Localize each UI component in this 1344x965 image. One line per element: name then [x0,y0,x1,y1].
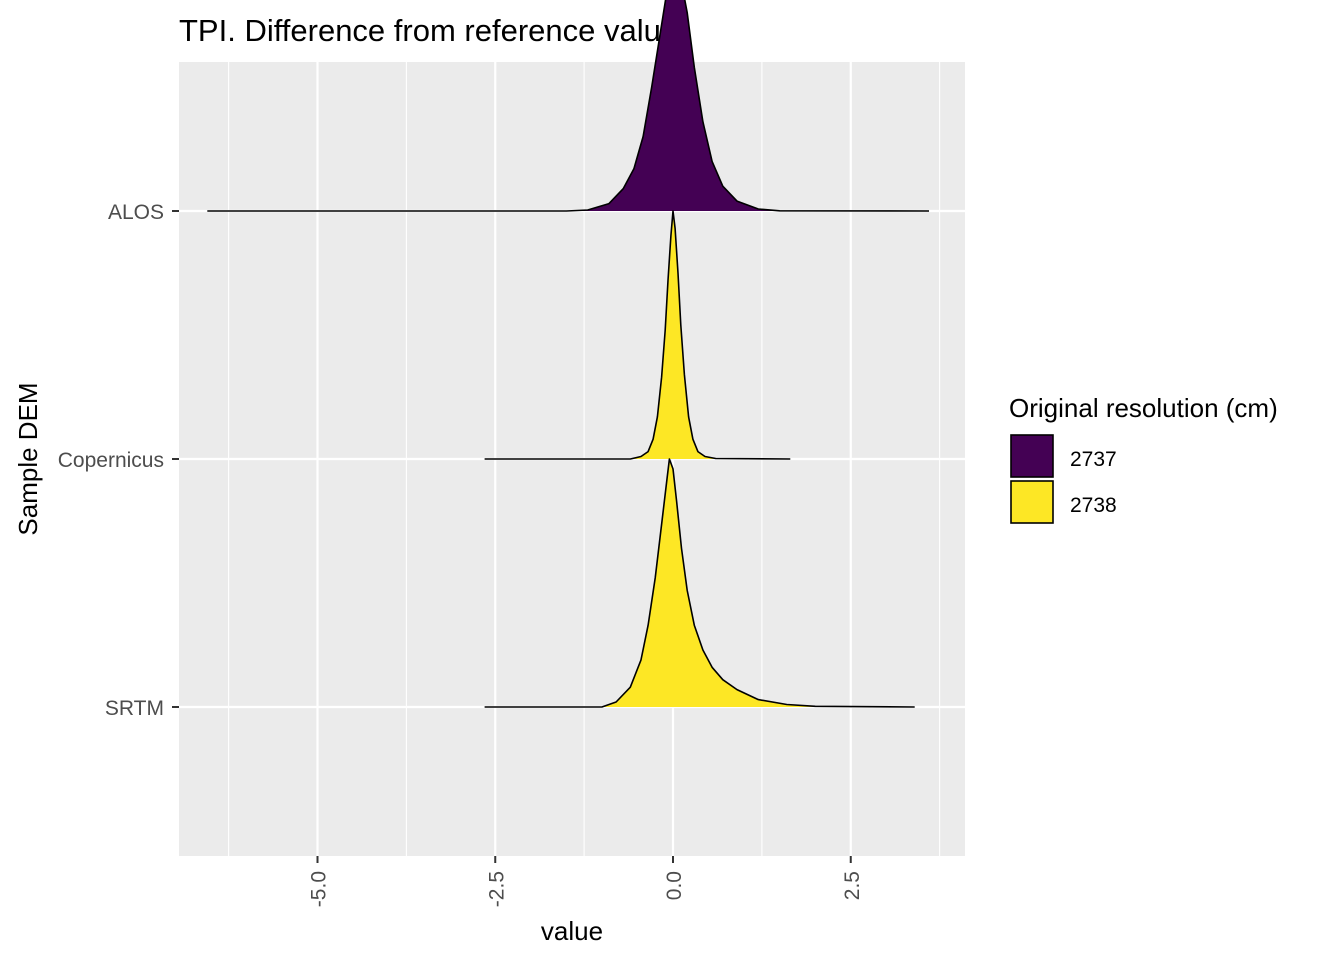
y-tick-label: ALOS [108,201,164,224]
legend-key-swatch [1010,434,1054,478]
y-tick-label: Copernicus [58,449,164,472]
density-ridges [207,0,930,708]
x-axis-title: value [541,916,603,946]
x-tick-label: -5.0 [308,871,331,907]
y-axis-title: Sample DEM [13,382,43,535]
legend-title: Original resolution (cm) [1009,393,1278,423]
ridge-outline-alos [207,0,930,212]
y-tick-label: SRTM [105,697,164,720]
x-tick-label: 2.5 [841,871,864,900]
x-tick-label: 0.0 [663,871,686,900]
y-axis: ALOS Copernicus SRTM [58,201,179,720]
chart-title: TPI. Difference from reference value [179,13,678,48]
legend-keys: 2737 2738 [1010,434,1117,524]
legend-key-label: 2738 [1070,494,1117,517]
x-tick-label: -2.5 [485,871,508,907]
x-axis: -5.0 -2.5 0.0 2.5 [308,856,864,907]
ridge-fill-srtm [484,459,915,707]
legend: Original resolution (cm) 2737 2738 [1009,393,1278,524]
legend-key-swatch [1010,480,1054,524]
ridge-outline-srtm [484,458,915,708]
ridge-outline-copernicus [484,210,791,460]
legend-key-label: 2737 [1070,448,1117,471]
